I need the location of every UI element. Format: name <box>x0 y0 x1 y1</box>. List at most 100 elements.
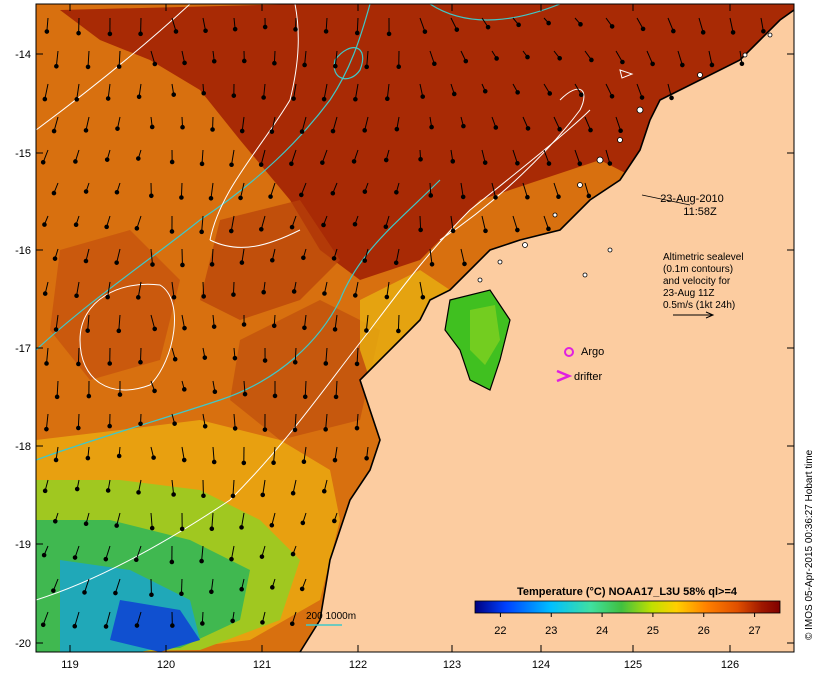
velocity-arrow <box>55 50 59 67</box>
velocity-arrow-head <box>322 291 327 296</box>
velocity-arrow <box>240 182 245 199</box>
velocity-arrow <box>294 413 297 430</box>
velocity-arrow-head <box>73 159 78 164</box>
scale-arrow-head <box>705 311 715 319</box>
y-tick-label: -14 <box>15 49 31 61</box>
warm-patch-central <box>230 300 380 440</box>
velocity-arrow <box>201 149 204 164</box>
velocity-arrow-head <box>171 492 176 497</box>
velocity-arrow <box>354 83 359 100</box>
velocity-arrow-head <box>180 262 185 268</box>
velocity-arrow-head <box>494 56 499 61</box>
warm-water-region <box>60 4 794 280</box>
velocity-arrow <box>87 314 90 331</box>
velocity-arrow-head <box>230 618 235 624</box>
velocity-arrow-head <box>259 226 264 232</box>
velocity-arrow-head <box>104 224 109 230</box>
velocity-arrow-head <box>238 195 243 201</box>
velocity-arrow-head <box>44 29 50 34</box>
velocity-arrow-head <box>138 421 143 427</box>
velocity-arrow-head <box>730 30 736 35</box>
velocity-arrow-head <box>394 189 399 195</box>
velocity-arrow-head <box>620 59 625 65</box>
velocity-arrow <box>334 314 338 330</box>
velocity-arrow-head <box>525 54 530 60</box>
y-tick-label: -18 <box>15 441 31 453</box>
velocity-arrow-head <box>332 457 338 463</box>
velocity-arrow <box>53 116 59 132</box>
velocity-arrow-head <box>618 128 623 133</box>
velocity-arrow-head <box>321 488 327 494</box>
velocity-arrow-head <box>362 189 368 194</box>
velocity-arrow <box>429 248 433 265</box>
velocity-arrow-head <box>429 124 434 130</box>
velocity-arrow-head <box>516 22 521 28</box>
velocity-arrow <box>332 116 338 132</box>
velocity-arrow <box>241 512 245 528</box>
velocity-arrow-head <box>209 262 215 267</box>
altimetry-line-1: Altimetric sealevel <box>663 252 744 263</box>
velocity-arrow-head <box>432 61 437 67</box>
velocity-arrow-head <box>136 156 141 161</box>
velocity-arrow-head <box>418 227 423 233</box>
velocity-arrow-head <box>181 387 187 392</box>
velocity-arrow-head <box>202 423 208 429</box>
velocity-arrow-head <box>116 64 122 69</box>
velocity-arrow-head <box>72 555 78 560</box>
velocity-arrow <box>150 248 153 265</box>
velocity-arrow-head <box>74 486 80 492</box>
velocity-arrow <box>139 347 142 363</box>
velocity-arrow-head <box>418 157 423 162</box>
velocity-arrow <box>201 215 204 232</box>
velocity-arrow-head <box>73 222 79 227</box>
velocity-arrow-head <box>354 361 360 367</box>
velocity-arrow-head <box>258 162 264 167</box>
velocity-arrow-head <box>269 129 275 134</box>
velocity-arrow-head <box>133 557 139 563</box>
velocity-arrow <box>114 578 121 594</box>
velocity-arrow <box>230 215 235 232</box>
velocity-arrow-head <box>269 257 275 263</box>
velocity-arrow-head <box>228 228 234 234</box>
velocity-arrow-head <box>105 96 111 101</box>
velocity-arrow-head <box>231 93 237 98</box>
velocity-arrow-head <box>385 96 390 102</box>
colorbar-ticks: 22 23 24 25 26 27 <box>494 613 761 637</box>
velocity-arrow <box>290 149 297 164</box>
velocity-arrow-head <box>242 391 248 397</box>
velocity-arrow-head <box>493 195 498 200</box>
velocity-arrow-head <box>332 327 338 332</box>
velocity-arrow-head <box>114 260 119 265</box>
velocity-arrow-head <box>149 124 155 130</box>
velocity-arrow-head <box>578 92 584 98</box>
velocity-arrow-head <box>393 260 399 266</box>
velocity-arrow <box>698 17 704 33</box>
velocity-arrow <box>667 17 674 32</box>
velocity-arrow-head <box>261 95 266 100</box>
velocity-arrow <box>233 413 236 429</box>
velocity-arrow <box>303 446 307 462</box>
colorbar-tick-label: 27 <box>748 625 760 637</box>
velocity-arrow <box>46 347 49 364</box>
velocity-arrow-head <box>179 591 184 597</box>
velocity-arrow <box>334 50 338 67</box>
velocity-arrow-head <box>323 361 329 366</box>
velocity-arrow-head <box>199 558 204 564</box>
velocity-arrow-head <box>179 526 185 532</box>
velocity-arrow <box>136 611 142 626</box>
velocity-arrow-head <box>586 193 592 199</box>
velocity-arrow-head <box>169 159 175 165</box>
velocity-arrow <box>107 281 111 298</box>
velocity-arrow-head <box>54 394 60 400</box>
altimetry-line-4: 23-Aug 11Z <box>663 288 715 299</box>
velocity-arrow-head <box>52 256 58 261</box>
velocity-arrow-head <box>232 355 238 361</box>
velocity-arrow <box>450 215 454 231</box>
bathymetry-contours <box>36 4 561 461</box>
coastline <box>299 9 794 652</box>
warm-patch-west <box>50 230 180 380</box>
velocity-arrow <box>76 83 80 100</box>
velocity-arrow-head <box>44 426 49 432</box>
velocity-arrow-head <box>209 589 214 595</box>
velocity-arrow-head <box>42 222 47 227</box>
